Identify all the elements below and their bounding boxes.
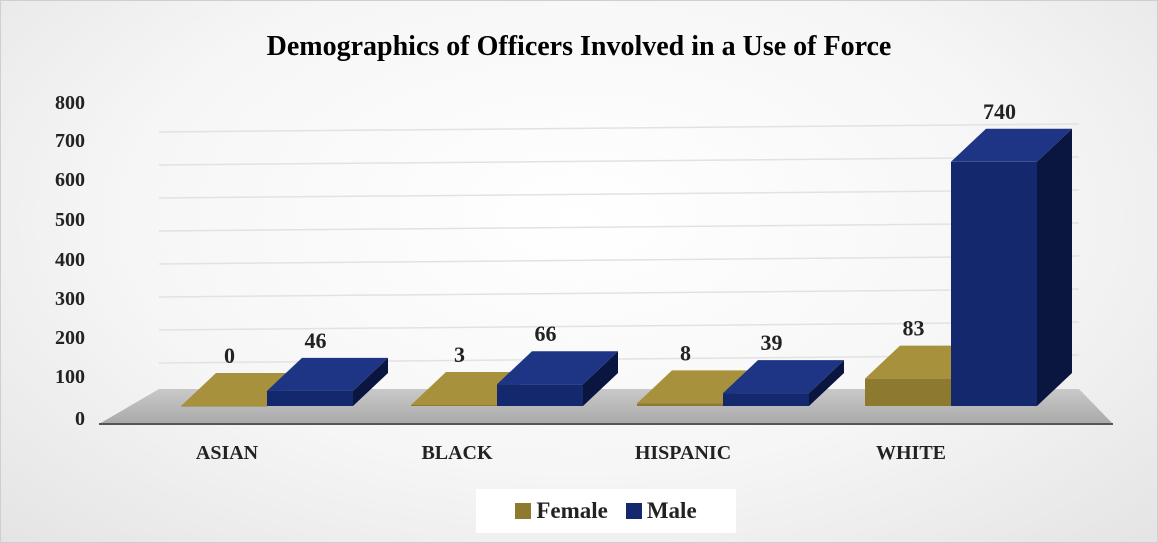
bar-side-male-hispanic — [809, 360, 844, 406]
data-label-male-hispanic: 39 — [761, 330, 783, 355]
bar-top-male-asian — [267, 357, 388, 391]
bar-front-female-white — [865, 378, 951, 406]
data-label-female-asian: 0 — [224, 343, 235, 368]
bar-side-male-white — [1037, 128, 1072, 407]
bar-front-female-hispanic — [637, 403, 723, 406]
y-tick-label-800: 800 — [55, 92, 85, 114]
bar-front-male-black — [497, 384, 583, 406]
legend-swatch-male — [625, 503, 642, 519]
x-tick-label-asian: ASIAN — [196, 442, 259, 464]
x-tick-label-white: WHITE — [876, 442, 946, 464]
bar-front-female-asian — [181, 406, 267, 407]
x-tick-label-hispanic: HISPANIC — [635, 442, 731, 464]
gridline-800 — [158, 123, 1080, 133]
y-tick-label-600: 600 — [55, 169, 85, 191]
bar-top-male-hispanic — [723, 360, 844, 394]
gridline-500 — [158, 222, 1080, 232]
gridline-700 — [158, 156, 1080, 166]
legend-label-male: Male — [646, 498, 697, 523]
data-label-male-black: 66 — [535, 321, 557, 346]
y-tick-label-0: 0 — [75, 408, 85, 430]
gridline-400 — [158, 255, 1080, 265]
bar-male-asian — [267, 357, 388, 406]
data-label-male-white: 740 — [983, 99, 1016, 124]
legend-item-female: Female — [515, 498, 608, 524]
bar-male-hispanic — [723, 360, 844, 406]
gridline-300 — [158, 288, 1080, 298]
bar-front-male-hispanic — [723, 393, 809, 406]
chart-title: Demographics of Officers Involved in a U… — [266, 31, 892, 62]
bar-front-female-black — [411, 405, 497, 406]
y-tick-label-700: 700 — [55, 130, 85, 152]
legend-label-female: Female — [536, 498, 608, 523]
y-tick-label-100: 100 — [55, 366, 85, 388]
y-tick-label-200: 200 — [55, 327, 85, 349]
bar-top-male-white — [951, 128, 1072, 162]
gridline-200 — [158, 321, 1080, 331]
legend: Female Male — [476, 489, 736, 533]
y-tick-label-300: 300 — [55, 288, 85, 310]
y-tick-label-500: 500 — [55, 209, 85, 231]
bar-top-male-black — [497, 351, 618, 385]
data-label-female-black: 3 — [454, 342, 465, 367]
x-tick-label-black: BLACK — [421, 442, 493, 464]
bar-front-male-asian — [267, 390, 353, 406]
gridline-600 — [158, 189, 1080, 199]
data-label-female-hispanic: 8 — [680, 340, 691, 365]
bar-male-black — [497, 351, 618, 406]
bar-side-male-black — [583, 351, 618, 406]
legend-swatch-female — [515, 503, 532, 519]
data-label-female-white: 83 — [903, 316, 925, 341]
bar-front-male-white — [951, 161, 1037, 406]
bar-side-male-asian — [353, 357, 388, 406]
legend-item-male: Male — [625, 498, 697, 524]
y-tick-label-400: 400 — [55, 249, 85, 271]
bar-male-white — [951, 128, 1072, 407]
data-label-male-asian: 46 — [305, 328, 327, 353]
